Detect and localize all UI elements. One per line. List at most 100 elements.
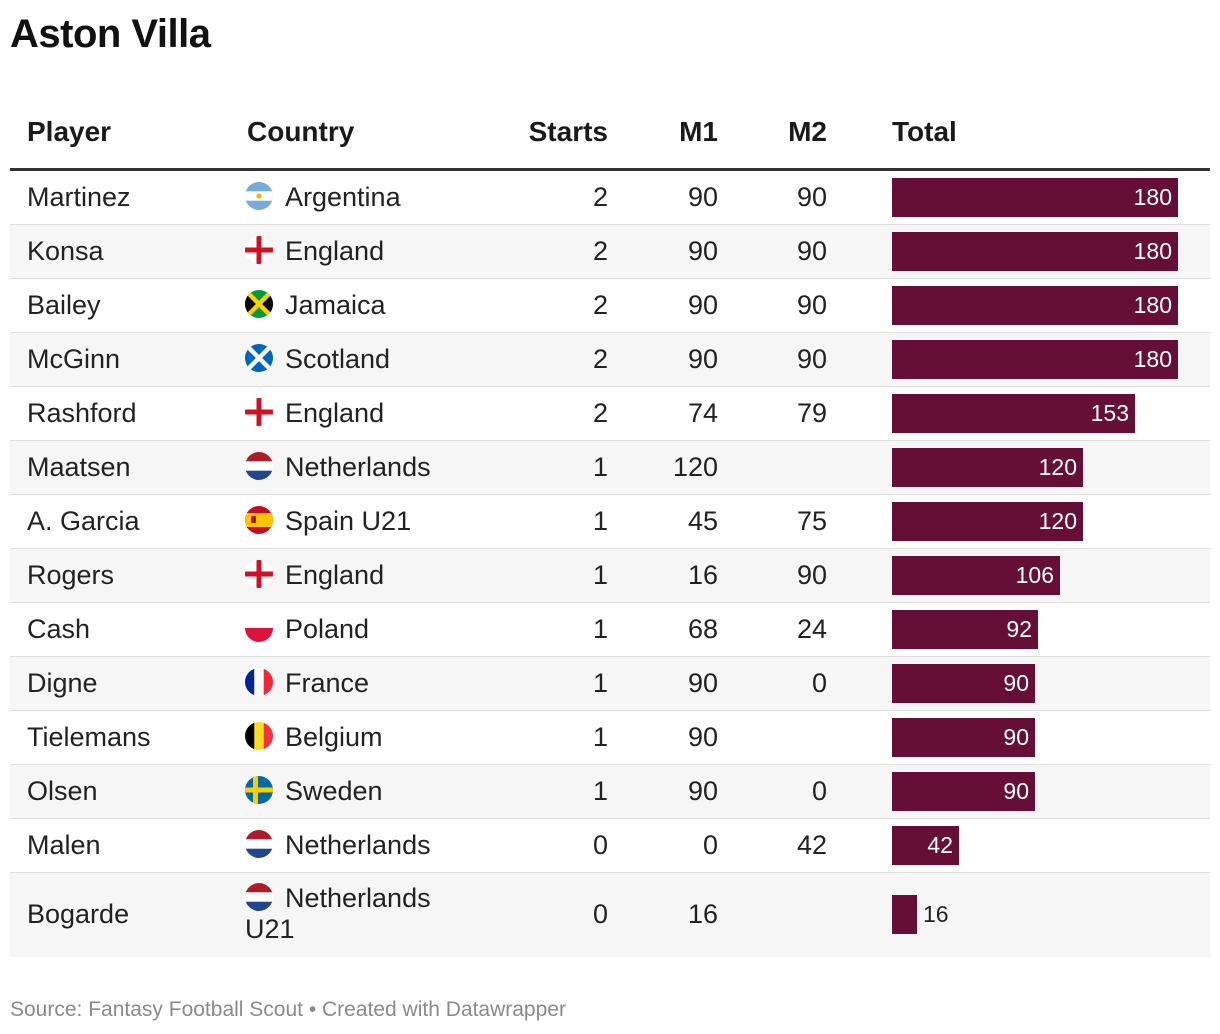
- country-name: England: [285, 236, 385, 266]
- total-bar: [892, 232, 1178, 271]
- player-name: A. Garcia: [27, 506, 140, 536]
- total-bar-label: 180: [1133, 346, 1172, 372]
- country-cell: England: [245, 398, 384, 429]
- player-name: Rashford: [27, 398, 137, 428]
- country-name: Poland: [285, 614, 370, 644]
- m1-minutes: 90: [687, 344, 718, 374]
- table-row: Tielemans Belgium 1 90 90: [10, 711, 1210, 765]
- england-flag-icon: [245, 398, 273, 426]
- starts-value: 2: [592, 344, 608, 374]
- starts-value: 0: [592, 830, 608, 860]
- m1-minutes: 90: [687, 668, 718, 698]
- country-cell: Netherlands U21: [245, 883, 475, 945]
- country-name: Netherlands: [285, 452, 431, 482]
- netherlands-flag-icon: [245, 830, 273, 858]
- netherlands-flag-icon: [245, 883, 273, 911]
- poland-flag-icon: [245, 614, 273, 642]
- total-bar-label: 42: [927, 832, 953, 858]
- total-bar-label: 180: [1133, 184, 1172, 210]
- total-bar-label: 90: [1003, 670, 1029, 696]
- player-name: Bogarde: [27, 899, 130, 929]
- player-name: Digne: [27, 668, 98, 698]
- m1-minutes: 16: [687, 560, 718, 590]
- starts-value: 1: [592, 614, 608, 644]
- country-cell: Argentina: [245, 182, 401, 213]
- total-bar-label: 90: [1003, 724, 1029, 750]
- chart-title: Aston Villa: [10, 12, 211, 56]
- total-bar: [892, 286, 1178, 325]
- country-name: Argentina: [285, 182, 401, 212]
- player-name: Bailey: [27, 290, 101, 320]
- player-name: Rogers: [27, 560, 115, 590]
- m2-minutes: 0: [811, 776, 827, 806]
- total-bar: [892, 394, 1135, 433]
- country-cell: Spain U21: [245, 506, 411, 537]
- spain-flag-icon: [245, 506, 273, 534]
- m2-minutes: 90: [796, 344, 827, 374]
- england-flag-icon: [245, 560, 273, 588]
- country-cell: Poland: [245, 614, 369, 645]
- total-bar: [892, 502, 1083, 541]
- m1-minutes: 120: [672, 452, 718, 482]
- country-name: England: [285, 560, 385, 590]
- total-bar: [892, 610, 1038, 649]
- starts-value: 0: [592, 899, 608, 929]
- starts-value: 2: [592, 398, 608, 428]
- starts-value: 1: [592, 452, 608, 482]
- starts-value: 2: [592, 236, 608, 266]
- total-bar: [892, 826, 959, 865]
- country-cell: England: [245, 560, 384, 591]
- player-name: Cash: [27, 614, 91, 644]
- total-bar-label: 180: [1133, 292, 1172, 318]
- table-row: Martinez Argentina 2 90 90 180: [10, 171, 1210, 225]
- player-name: Konsa: [27, 236, 104, 266]
- total-bar: [892, 772, 1035, 811]
- total-bar-label: 180: [1133, 238, 1172, 264]
- player-name: Malen: [27, 830, 101, 860]
- country-name: Netherlands: [285, 830, 431, 860]
- m1-minutes: 0: [702, 830, 718, 860]
- table-header: Player Country Starts M1 M2 Total: [10, 100, 1210, 171]
- player-name: McGinn: [27, 344, 121, 374]
- table-row: Bailey Jamaica 2 90 90 180: [10, 279, 1210, 333]
- table-row: Bogarde Netherlands U21 0 16 16: [10, 873, 1210, 957]
- total-bar-label: 153: [1090, 400, 1129, 426]
- player-name: Maatsen: [27, 452, 131, 482]
- table-row: Cash Poland 1 68 24 92: [10, 603, 1210, 657]
- m1-minutes: 90: [687, 776, 718, 806]
- country-name: Netherlands U21: [245, 883, 431, 944]
- table-row: A. Garcia Spain U21 1 45 75 120: [10, 495, 1210, 549]
- source-footer: Source: Fantasy Football Scout • Created…: [10, 998, 566, 1021]
- country-cell: Sweden: [245, 776, 383, 807]
- total-bar-label: 92: [1006, 616, 1032, 642]
- m2-minutes: 90: [796, 290, 827, 320]
- column-header-m1: M1: [679, 116, 718, 147]
- table-row: Maatsen Netherlands 1 120 120: [10, 441, 1210, 495]
- total-bar: [892, 178, 1178, 217]
- table-row: Rogers England 1 16 90 106: [10, 549, 1210, 603]
- player-name: Martinez: [27, 182, 131, 212]
- country-cell: Belgium: [245, 722, 383, 753]
- country-name: Jamaica: [285, 290, 386, 320]
- country-cell: Netherlands: [245, 830, 431, 861]
- scotland-flag-icon: [245, 344, 273, 372]
- total-bar: [892, 340, 1178, 379]
- m1-minutes: 74: [687, 398, 718, 428]
- total-bar: [892, 448, 1083, 487]
- m1-minutes: 90: [687, 290, 718, 320]
- total-bar: [892, 718, 1035, 757]
- total-bar-label: 106: [1015, 562, 1054, 588]
- total-bar-label: 90: [1003, 778, 1029, 804]
- starts-value: 2: [592, 182, 608, 212]
- starts-value: 1: [592, 506, 608, 536]
- country-cell: Netherlands: [245, 452, 431, 483]
- total-bar: [892, 664, 1035, 703]
- player-name: Tielemans: [27, 722, 151, 752]
- country-name: France: [285, 668, 370, 698]
- england-flag-icon: [245, 236, 273, 264]
- m1-minutes: 90: [687, 236, 718, 266]
- country-name: Spain U21: [285, 506, 412, 536]
- total-bar: [892, 556, 1060, 595]
- country-cell: England: [245, 236, 384, 267]
- table-row: Olsen Sweden 1 90 0 90: [10, 765, 1210, 819]
